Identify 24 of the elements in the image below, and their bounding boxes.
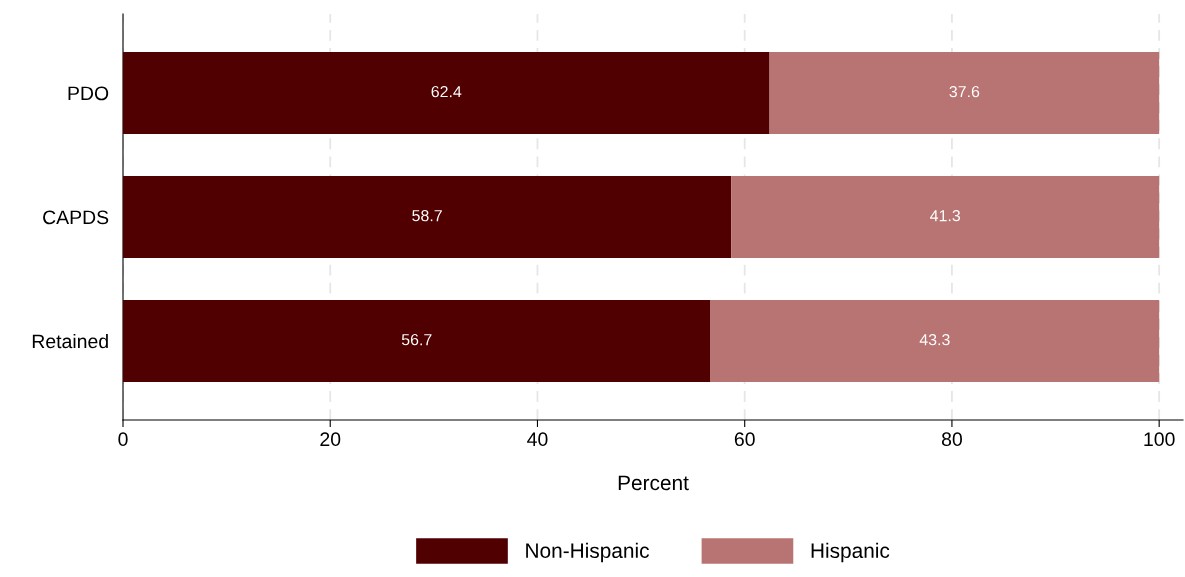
data-label: 58.7 — [412, 209, 442, 222]
data-label: 56.7 — [401, 333, 432, 346]
bar — [769, 52, 1160, 134]
bar — [710, 300, 1160, 382]
x-tick-label: 20 — [320, 432, 341, 447]
data-label: 37.6 — [949, 85, 980, 98]
y-tick-label: Retained — [32, 333, 108, 349]
x-tick-label: 100 — [1144, 432, 1175, 447]
bar — [123, 52, 770, 134]
y-tick-label: PDO — [68, 86, 109, 101]
x-tick-label: 0 — [118, 432, 128, 447]
bar — [123, 300, 711, 382]
data-label: 43.3 — [919, 333, 950, 346]
data-label: 62.4 — [431, 85, 462, 98]
bar — [731, 176, 1160, 258]
legend-label: Hispanic — [811, 542, 890, 563]
bar — [123, 176, 732, 258]
legend-label: Non-Hispanic — [526, 542, 649, 563]
data-label: 41.3 — [930, 209, 961, 222]
x-axis-title: Percent — [618, 475, 689, 491]
x-tick-label: 60 — [734, 432, 755, 447]
y-tick-label: CAPDS — [43, 210, 109, 225]
x-tick-label: 40 — [527, 432, 548, 447]
x-tick-label: 80 — [941, 432, 962, 447]
